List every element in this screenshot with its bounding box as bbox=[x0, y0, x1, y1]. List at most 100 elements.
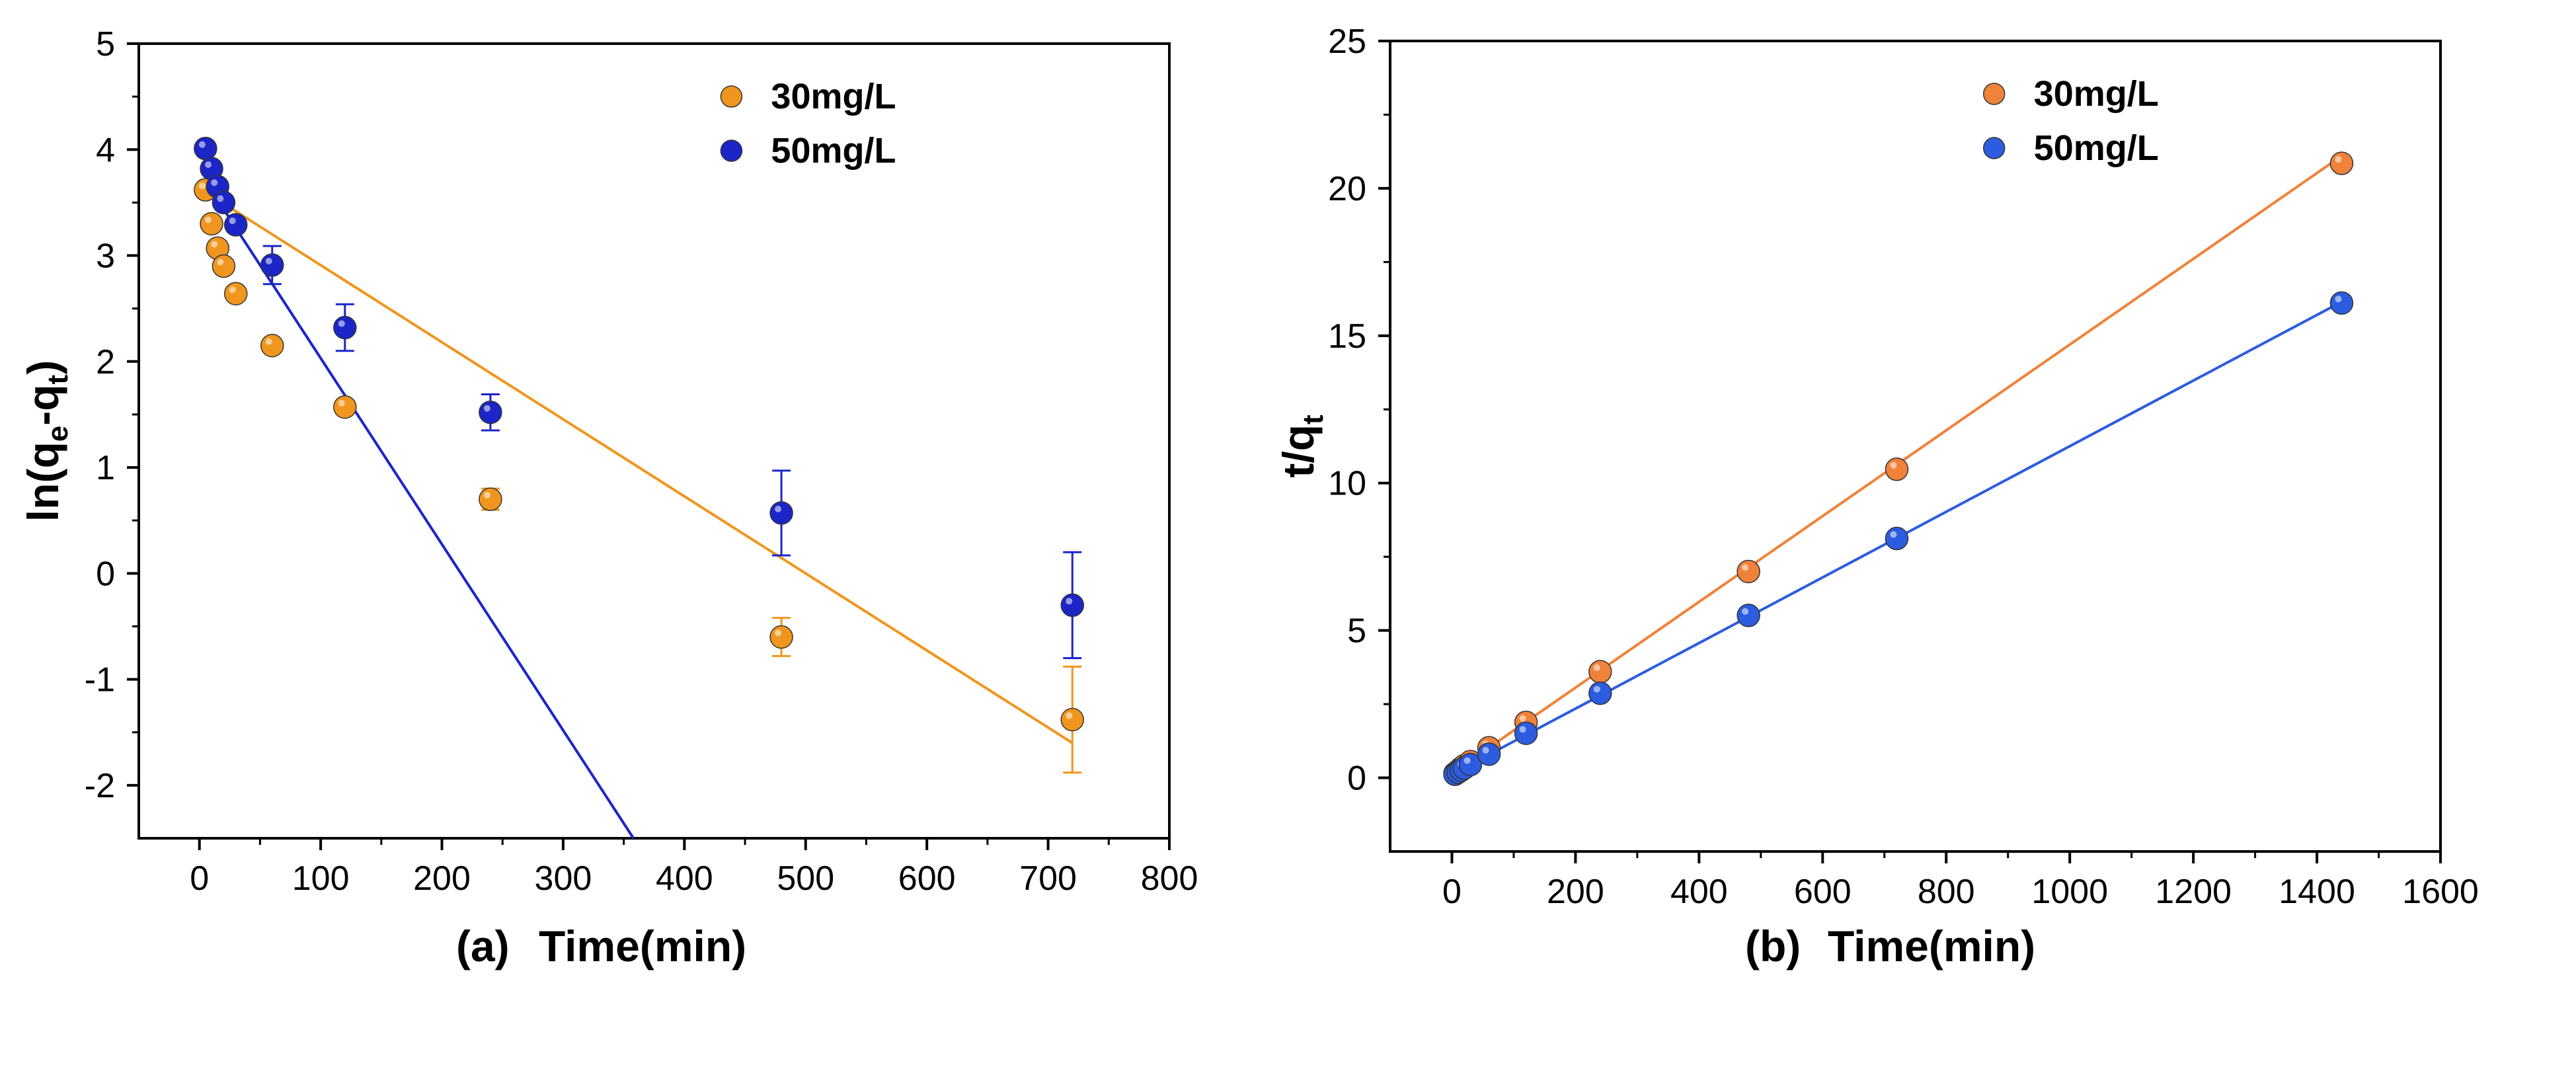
data-point-50 bbox=[212, 190, 236, 215]
data-point-highlight bbox=[483, 405, 490, 412]
panel-a-legend: 30mg/L 50mg/L bbox=[720, 77, 896, 171]
y-tick-label: 25 bbox=[1328, 22, 1366, 61]
panel-a-error-bars bbox=[196, 141, 1082, 774]
x-tick-label: 1400 bbox=[2279, 873, 2355, 911]
data-point-highlight bbox=[265, 338, 272, 345]
data-point-30 bbox=[1885, 457, 1909, 481]
x-tick-label: 600 bbox=[898, 859, 956, 898]
x-tick-label: 1000 bbox=[2031, 873, 2108, 911]
x-tick-label: 1600 bbox=[2402, 873, 2479, 911]
panel-b-legend: 30mg/L 50mg/L bbox=[1982, 74, 2159, 168]
data-point-highlight bbox=[205, 161, 212, 169]
data-point-30 bbox=[1737, 559, 1760, 584]
data-point-50 bbox=[1060, 593, 1085, 617]
panel-b-frame bbox=[1389, 40, 2442, 853]
data-point-30 bbox=[1588, 660, 1612, 684]
data-point-highlight bbox=[1519, 726, 1526, 733]
y-tick-label: 4 bbox=[96, 131, 115, 169]
x-tick-label: 600 bbox=[1794, 873, 1852, 911]
data-point-highlight bbox=[211, 179, 218, 186]
data-point-highlight bbox=[2335, 156, 2342, 163]
y-tick-label: 0 bbox=[1347, 760, 1366, 798]
data-point-highlight bbox=[338, 399, 345, 407]
data-point-highlight bbox=[338, 320, 345, 327]
data-point-highlight bbox=[198, 141, 206, 148]
data-point-highlight bbox=[1742, 564, 1749, 571]
data-point-30 bbox=[200, 212, 223, 236]
x-tick-label: 200 bbox=[413, 859, 471, 898]
data-point-highlight bbox=[1066, 598, 1073, 605]
data-point-highlight bbox=[211, 241, 218, 248]
data-point-highlight bbox=[1593, 664, 1600, 672]
legend-marker-50 bbox=[1982, 137, 2006, 159]
data-point-50 bbox=[1885, 526, 1909, 551]
data-point-50 bbox=[223, 213, 248, 237]
y-tick-label: -2 bbox=[85, 767, 115, 805]
data-point-highlight bbox=[1742, 608, 1749, 615]
x-tick-label: 800 bbox=[1141, 859, 1198, 898]
data-point-highlight bbox=[1890, 461, 1897, 469]
data-point-30 bbox=[479, 487, 502, 511]
data-point-highlight bbox=[1464, 757, 1471, 764]
data-point-50 bbox=[769, 501, 793, 525]
y-tick-label: 5 bbox=[96, 25, 115, 63]
panel-a-points bbox=[194, 136, 1085, 732]
data-point-highlight bbox=[2335, 296, 2342, 303]
fit-line-30 bbox=[204, 190, 1073, 744]
y-tick-label: -1 bbox=[85, 661, 115, 699]
y-tick-label: 15 bbox=[1328, 317, 1366, 356]
data-point-highlight bbox=[483, 492, 490, 499]
data-point-30 bbox=[333, 395, 357, 419]
legend-label-30: 30mg/L bbox=[771, 77, 896, 116]
data-point-highlight bbox=[198, 182, 206, 190]
y-tick-label: 3 bbox=[96, 237, 115, 276]
panel-b-y-axis-title: t/qt bbox=[1274, 415, 1329, 478]
panel-b-x-axis-title: Time(min) bbox=[1828, 922, 2035, 970]
data-point-highlight bbox=[775, 505, 782, 512]
y-tick-label: 0 bbox=[96, 555, 115, 593]
data-point-highlight bbox=[1482, 746, 1489, 754]
data-point-50 bbox=[333, 315, 357, 340]
data-point-30 bbox=[223, 282, 248, 305]
legend-marker-30 bbox=[1982, 83, 2006, 105]
data-point-50 bbox=[1514, 721, 1538, 745]
data-point-highlight bbox=[229, 217, 236, 225]
x-tick-label: 100 bbox=[292, 859, 350, 898]
x-tick-label: 0 bbox=[1442, 873, 1462, 911]
data-point-highlight bbox=[265, 257, 272, 264]
legend-label-50: 50mg/L bbox=[771, 131, 896, 171]
panel-a-y-axis-title: ln(qe-qt) bbox=[19, 360, 74, 522]
legend-marker-50 bbox=[720, 139, 743, 162]
panel-b-points bbox=[1443, 151, 2354, 786]
fit-line-50 bbox=[204, 180, 635, 840]
data-point-30 bbox=[1060, 707, 1085, 732]
panel-b-chart: 0 200 400 600 800 1000 1200 1400 16000510152025 … bbox=[1274, 22, 2479, 970]
data-point-highlight bbox=[775, 629, 782, 637]
panel-a-frame bbox=[137, 42, 1171, 840]
x-tick-label: 300 bbox=[535, 859, 592, 898]
x-tick-label: 400 bbox=[1670, 873, 1728, 911]
y-tick-label: 2 bbox=[96, 343, 115, 381]
data-point-50 bbox=[194, 136, 217, 161]
y-tick-label: 20 bbox=[1328, 170, 1366, 208]
data-point-50 bbox=[1737, 604, 1760, 627]
data-point-50 bbox=[479, 400, 502, 424]
data-point-highlight bbox=[1066, 712, 1073, 719]
legend-label-30: 30mg/L bbox=[2034, 74, 2159, 114]
x-tick-label: 400 bbox=[656, 859, 713, 898]
x-tick-label: 700 bbox=[1019, 859, 1077, 898]
x-tick-label: 500 bbox=[777, 859, 834, 898]
legend-label-50: 50mg/L bbox=[2034, 128, 2159, 168]
y-tick-label: 1 bbox=[96, 449, 115, 487]
data-point-30 bbox=[260, 334, 284, 358]
x-tick-label: 200 bbox=[1547, 873, 1604, 911]
data-point-highlight bbox=[229, 286, 236, 294]
panel-b-ticks: 0 200 400 600 800 1000 1200 1400 1600 0 5 10 15 20 25 bbox=[1328, 22, 2479, 911]
data-point-30 bbox=[2329, 151, 2354, 175]
legend-marker-30 bbox=[720, 85, 743, 108]
data-point-50 bbox=[260, 253, 284, 277]
panel-a-x-axis-title: Time(min) bbox=[539, 922, 746, 970]
data-point-30 bbox=[769, 625, 793, 649]
data-point-50 bbox=[1588, 681, 1612, 705]
